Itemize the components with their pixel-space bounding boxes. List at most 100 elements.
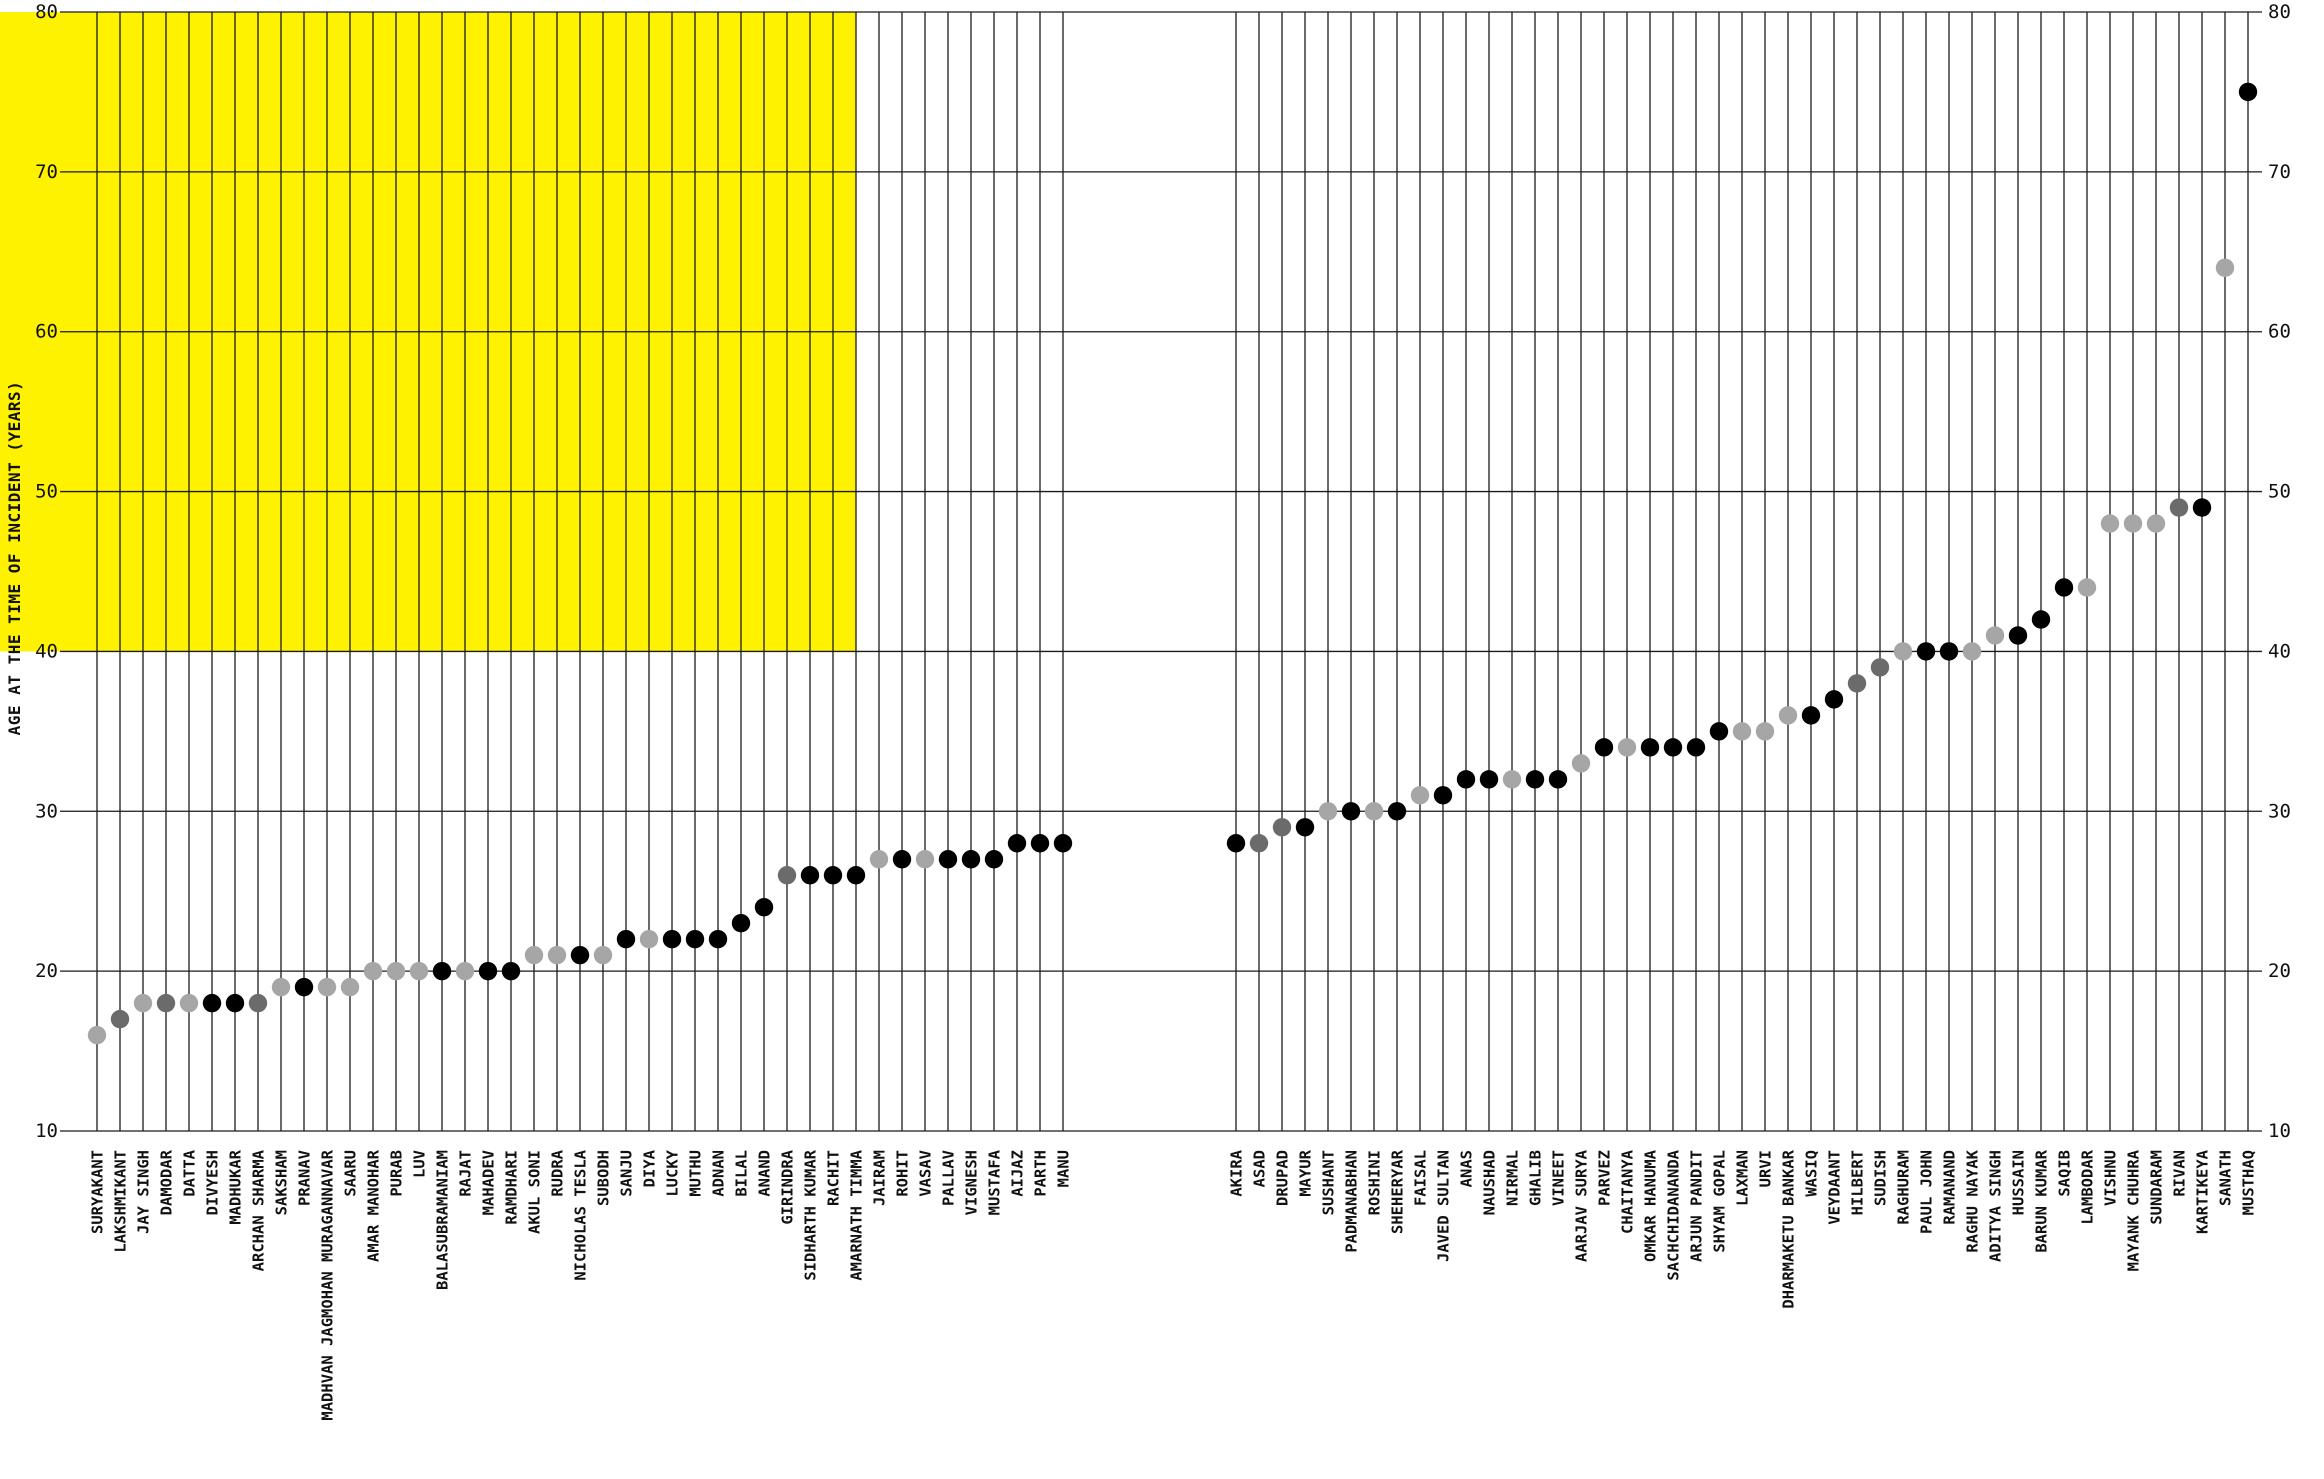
dot-saksham	[271, 977, 291, 997]
dot-suryakant	[87, 1025, 107, 1045]
name-label: JAY SINGH	[135, 1150, 153, 1234]
name-label: BILAL	[733, 1150, 751, 1197]
dot-urvi	[1755, 722, 1775, 741]
name-label: MANU	[1055, 1150, 1073, 1187]
name-label: JAIRAM	[871, 1150, 889, 1206]
name-label: SHYAM GOPAL	[1711, 1150, 1729, 1253]
dot-manu	[1053, 834, 1073, 853]
y-tick-left-40: 40	[35, 640, 58, 662]
dot-sidharth-kumar	[800, 866, 820, 885]
name-label: GIRINDRA	[779, 1149, 797, 1224]
name-label: FAISAL	[1412, 1150, 1430, 1206]
name-label: ADNAN	[710, 1150, 728, 1197]
name-label: GHALIB	[1527, 1150, 1545, 1206]
dot-sheheryar	[1387, 802, 1407, 821]
y-tick-left-20: 20	[35, 960, 58, 982]
name-label: DIYA	[641, 1149, 659, 1187]
dot-ramdhari	[501, 961, 521, 981]
name-label: VINEET	[1550, 1150, 1568, 1206]
name-label: LAXMAN	[1734, 1150, 1752, 1206]
dot-anas	[1456, 770, 1476, 789]
dot-archan-sharma	[248, 993, 268, 1013]
dot-aarjav-surya	[1571, 754, 1591, 773]
dot-balasubramaniam	[432, 961, 452, 981]
name-label: VISHNU	[2102, 1150, 2120, 1206]
dots	[87, 82, 2258, 1045]
dot-sudish	[1870, 658, 1890, 677]
name-label: AIJAZ	[1009, 1150, 1027, 1197]
y-axis-title: AGE AT THE TIME OF INCIDENT (YEARS)	[5, 381, 24, 736]
name-label: SUNDARAM	[2148, 1150, 2166, 1225]
name-label: LAKSHMIKANT	[112, 1150, 130, 1253]
name-label: SUDISH	[1872, 1150, 1890, 1206]
name-label: LUCKY	[664, 1149, 682, 1196]
dot-sachchidananda	[1663, 738, 1683, 757]
dot-nirmal	[1502, 770, 1522, 789]
dot-girindra	[777, 866, 797, 885]
y-tick-right-60: 60	[2268, 321, 2291, 343]
name-label: DATTA	[181, 1149, 199, 1196]
name-label: VEYDAANT	[1826, 1150, 1844, 1225]
name-label: SAQIB	[2056, 1150, 2074, 1197]
dot-sanju	[616, 929, 636, 949]
name-label: LAMBODAR	[2079, 1149, 2097, 1224]
dot-damodar	[156, 993, 176, 1013]
dot-divyesh	[202, 993, 222, 1013]
name-label: HUSSAIN	[2010, 1150, 2028, 1215]
name-label: ASAD	[1251, 1150, 1269, 1187]
dot-jairam	[869, 850, 889, 869]
name-label: PURAB	[388, 1150, 406, 1197]
name-label: SUBODH	[595, 1150, 613, 1206]
name-label: PADMANABHAN	[1343, 1150, 1361, 1253]
name-label: SURYAKANT	[89, 1150, 107, 1234]
name-label: LUV	[411, 1150, 429, 1178]
name-label: ANAND	[756, 1150, 774, 1197]
y-tick-right-30: 30	[2268, 800, 2291, 822]
y-tick-right-50: 50	[2268, 481, 2291, 503]
dot-omkar-hanuma	[1640, 738, 1660, 757]
name-label: SAKSHAM	[273, 1150, 291, 1215]
dot-amar-manohar	[363, 961, 383, 981]
dot-laxman	[1732, 722, 1752, 741]
y-tick-right-80: 80	[2268, 1, 2291, 23]
dot-mayur	[1295, 818, 1315, 837]
name-label: HILBERT	[1849, 1150, 1867, 1215]
name-label: MUSTAFA	[986, 1149, 1004, 1215]
dot-faisal	[1410, 786, 1430, 805]
dot-javed-sultan	[1433, 786, 1453, 805]
dot-dharmaketu-bankar	[1778, 706, 1798, 725]
dot-asad	[1249, 834, 1269, 853]
dot-anand	[754, 898, 774, 917]
dot-aijaz	[1007, 834, 1027, 853]
dot-kartikeya	[2192, 498, 2212, 517]
dot-nicholas-tesla	[570, 945, 590, 965]
dot-drupad	[1272, 818, 1292, 837]
dot-musthaq	[2238, 82, 2258, 102]
name-label: ROSHINI	[1366, 1150, 1384, 1215]
y-axis-ticks: 10 10 20 20 30 30 40 40 50 50 60 60 70 70 80 80	[35, 1, 2291, 1142]
name-label: BALASUBRAMANIAM	[434, 1150, 452, 1290]
dot-paul-john	[1916, 642, 1936, 661]
name-label: OMKAR HANUMA	[1642, 1149, 1660, 1262]
dot-akira	[1226, 834, 1246, 853]
name-label: NAUSHAD	[1481, 1150, 1499, 1215]
dot-vasav	[915, 850, 935, 869]
dot-rudra	[547, 945, 567, 965]
dot-barun-kumar	[2031, 610, 2051, 629]
dot-wasiq	[1801, 706, 1821, 725]
dot-rachit	[823, 866, 843, 885]
dot-pallav	[938, 850, 958, 869]
y-tick-right-70: 70	[2268, 161, 2291, 183]
name-label: ROHIT	[894, 1150, 912, 1197]
dot-diya	[639, 929, 659, 949]
dot-padmanabhan	[1341, 802, 1361, 821]
name-label: SHEHERYAR	[1389, 1149, 1407, 1234]
dot-lucky	[662, 929, 682, 949]
name-label: SAARU	[342, 1150, 360, 1197]
dot-ghalib	[1525, 770, 1545, 789]
name-labels: SURYAKANT LAKSHMIKANT JAY SINGH DAMODAR DATT…	[89, 1149, 2258, 1420]
dot-pranav	[294, 977, 314, 997]
name-label: RACHIT	[825, 1150, 843, 1206]
name-label: DIVYESH	[204, 1150, 222, 1215]
